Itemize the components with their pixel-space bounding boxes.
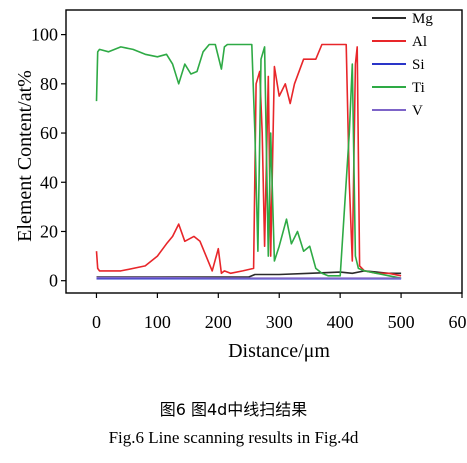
- legend-label-ti: Ti: [412, 80, 425, 96]
- y-tick-label: 0: [49, 271, 58, 291]
- x-tick-label: 200: [205, 312, 232, 332]
- y-tick-label: 80: [40, 74, 58, 94]
- y-tick-label: 40: [40, 172, 58, 192]
- x-axis-label: Distance/μm: [228, 340, 330, 362]
- x-tick-label: 400: [327, 312, 354, 332]
- y-tick-label: 100: [31, 25, 58, 45]
- x-tick-label: 500: [388, 312, 415, 332]
- line-chart: 0 100 200 300 400 500 600 0 20 40 60 80 100 Distanc…: [14, 9, 467, 362]
- y-axis-ticks: 0 20 40 60 80 100: [31, 25, 66, 291]
- series-line-ti: [95, 43, 402, 279]
- y-tick-label: 60: [40, 123, 58, 143]
- x-tick-label: 600: [449, 312, 467, 332]
- y-axis-label: Element Content/at%: [14, 70, 36, 242]
- x-axis-ticks: 0 100 200 300 400 500 600: [92, 293, 467, 332]
- x-tick-label: 300: [266, 312, 293, 332]
- figure-caption-english: Fig.6 Line scanning results in Fig.4d: [108, 428, 359, 447]
- figure-caption-chinese: 图6 图4d中线扫结果: [159, 400, 308, 419]
- series-line-al: [95, 43, 402, 277]
- plot-area: [65, 9, 463, 294]
- x-tick-label: 100: [144, 312, 171, 332]
- legend-label-mg: Mg: [412, 11, 433, 27]
- x-tick-label: 0: [92, 312, 101, 332]
- series-line-v: [96, 276, 402, 280]
- plot-frame: [65, 9, 463, 294]
- y-tick-label: 20: [40, 221, 58, 241]
- legend-label-si: Si: [412, 57, 425, 73]
- series-line-mg: [96, 270, 402, 278]
- legend-label-v: V: [412, 103, 423, 119]
- legend-label-al: Al: [412, 34, 427, 50]
- legend: Mg Al Si Ti V: [372, 11, 433, 119]
